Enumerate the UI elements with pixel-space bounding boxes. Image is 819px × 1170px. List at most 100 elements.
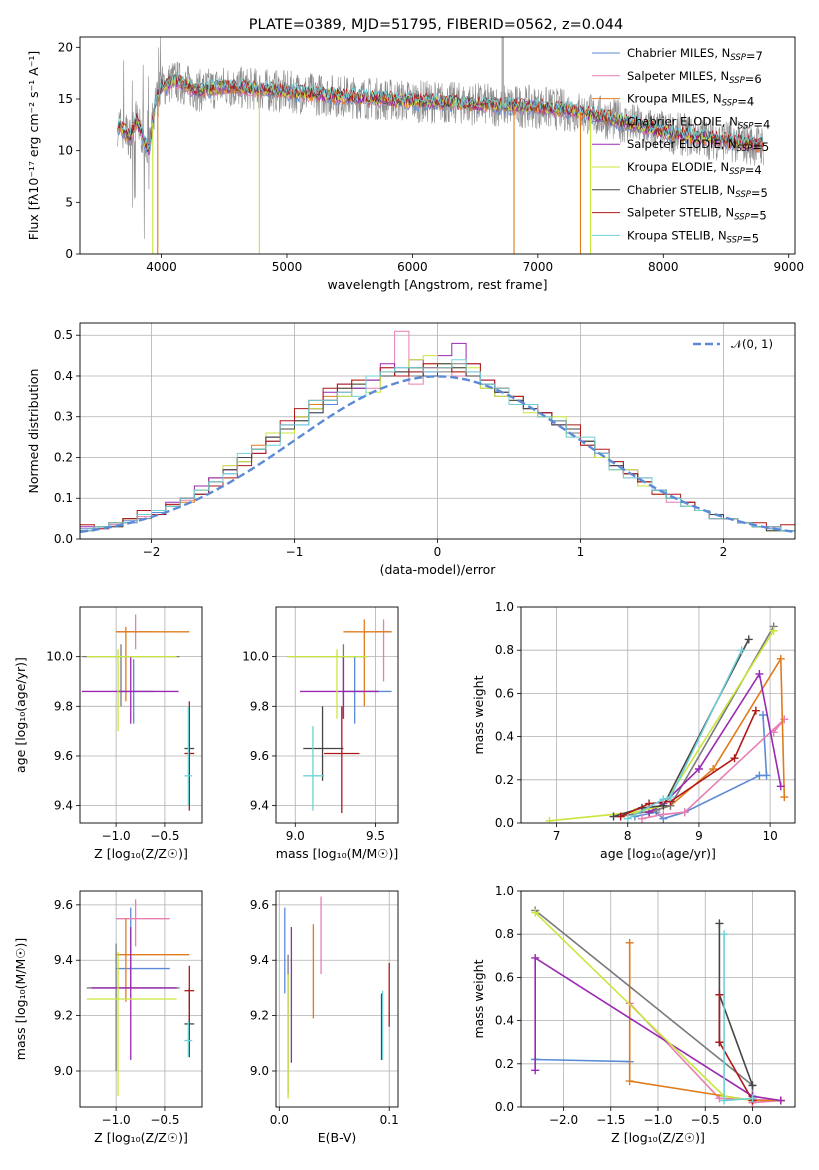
- spectrum-xlabel: wavelength [Angstrom, rest frame]: [327, 277, 547, 292]
- mass-weight-point-salpeter-stelib: [715, 1038, 724, 1047]
- mass-weight-line-kroupa-miles: [628, 942, 781, 1102]
- mass-vs-z-ytick-label-2: 9.4: [54, 953, 73, 967]
- mass-weight-point-chabrier-stelib: [748, 1081, 757, 1090]
- mass-weight-point-salpeter-elodie: [776, 1096, 785, 1105]
- mass-weight-vs-metallicity-panel: −2.0 −1.5 −1.0 −0.5 0.0 0.0 0.2 0.4 0.6 0.8 1.0 Z […: [471, 884, 796, 1145]
- mass-vs-z-frame: [79, 890, 203, 1108]
- mass-vs-ebv-frame: [275, 890, 399, 1108]
- mass-weight-point-chabrier-miles: [758, 711, 767, 719]
- mass-weight-point-salpeter-elodie: [694, 765, 703, 773]
- spectrum-xtick-label-5: 9000: [773, 260, 804, 274]
- age-vs-z-ytick-label-3: 10.0: [46, 650, 73, 664]
- mass-vs-ebv-ytick-label-3: 9.6: [250, 898, 269, 912]
- spectrum-frame: [79, 36, 796, 255]
- normal-distribution-curve: [80, 375, 795, 534]
- legend-label-kroupa-miles: Kroupa MILES, NSSP=4: [627, 92, 754, 109]
- legend-label-chabrier-stelib: Chabrier STELIB, NSSP=5: [627, 183, 768, 200]
- mass-weight-vs-z-xtick-label-4: 0.0: [743, 1113, 762, 1127]
- mass-vs-ebv-ytick-label-2: 9.4: [250, 953, 269, 967]
- mass-weight-point-kroupa-elodie: [545, 816, 554, 823]
- spectrum-ytick-label-4: 20: [58, 40, 73, 54]
- residuals-xtick-label-4: 2: [720, 545, 728, 559]
- age-vs-mass-xlabel: mass [log₁₀(M/M☉)]: [276, 846, 398, 861]
- spectrum-ytick-label-0: 0: [65, 247, 73, 261]
- mass-weight-vs-age-xtick-label-1: 8: [624, 829, 632, 843]
- age-vs-z-ytick-label-1: 9.6: [54, 749, 73, 763]
- mass-vs-metallicity-panel: −1.0 −0.5 9.0 9.2 9.4 9.6 Z [log₁₀(Z/Z☉)] mass …: [13, 890, 203, 1145]
- mass-weight-point-kroupa-stelib: [659, 795, 668, 804]
- clip-mass_weight_vs_Z-plot-area: [531, 906, 785, 1107]
- mass-vs-z-xtick-label-0: −1.0: [102, 1113, 131, 1127]
- residuals-ytick-label-0: 0.0: [54, 532, 73, 546]
- legend-label-kroupa-stelib: Kroupa STELIB, NSSP=5: [627, 228, 759, 245]
- legend-label-salpeter-miles: Salpeter MILES, NSSP=6: [627, 69, 762, 86]
- mass-weight-line-salpeter-elodie: [534, 956, 781, 1102]
- residuals-xlabel: (data-model)/error: [380, 562, 497, 577]
- residuals-ylabel: Normed distribution: [26, 369, 41, 494]
- mass-vs-z-ytick-label-3: 9.6: [54, 898, 73, 912]
- age-vs-z-ytick-label-2: 9.8: [54, 699, 73, 713]
- mass-weight-line-kroupa-elodie: [549, 630, 775, 822]
- clip-mass_vs_Z-plot-area: [86, 899, 195, 1096]
- mass-weight-vs-z-xtick-label-0: −2.0: [549, 1113, 578, 1127]
- mass-weight-point-kroupa-elodie: [769, 626, 778, 635]
- mass-weight-point-salpeter-stelib: [730, 754, 739, 763]
- mass-weight-vs-z-xtick-label-2: −1.0: [643, 1113, 672, 1127]
- mass-weight-vs-age-xtick-label-0: 7: [553, 829, 561, 843]
- legend-label-chabrier-elodie: Chabrier ELODIE, NSSP=4: [627, 114, 770, 131]
- spectrum-xtick-label-4: 8000: [648, 260, 679, 274]
- mass-weight-point-salpeter-stelib: [715, 990, 724, 999]
- age-vs-z-frame: [79, 606, 203, 824]
- mass-vs-ebv-xtick-label-0: 0.0: [270, 1113, 289, 1127]
- age-vs-mass-frame: [275, 606, 399, 824]
- legend-label-salpeter-elodie: Salpeter ELODIE, NSSP=5: [627, 137, 769, 154]
- mass-vs-z-xlabel: Z [log₁₀(Z/Z☉)]: [94, 1130, 188, 1145]
- mass-weight-point-salpeter-elodie: [776, 782, 785, 791]
- legend-label-normal: 𝒩(0, 1): [731, 337, 773, 351]
- mass-weight-vs-age-xlabel: age [log₁₀(age/yr)]: [600, 846, 716, 861]
- clip-mass_weight_vs_age-plot-area: [545, 622, 789, 823]
- mass-weight-vs-age-xtick-label-2: 9: [695, 829, 703, 843]
- mass-weight-point-salpeter-elodie: [531, 953, 540, 962]
- mass-vs-z-xtick-label-1: −0.5: [150, 1113, 179, 1127]
- mass-weight-vs-age-xtick-label-3: 10: [762, 829, 777, 843]
- age-vs-mass-ytick-label-2: 9.8: [250, 699, 269, 713]
- mass-vs-z-ytick-label-0: 9.0: [54, 1064, 73, 1078]
- age-vs-z-ylabel: age [log₁₀(age/yr)]: [13, 657, 28, 773]
- age-vs-mass-ytick-label-0: 9.4: [250, 799, 269, 813]
- legend-label-kroupa-elodie: Kroupa ELODIE, NSSP=4: [627, 160, 762, 177]
- mass-weight-vs-age-ytick-label-1: 0.2: [495, 773, 514, 787]
- mass-weight-vs-z-ytick-label-0: 0.0: [495, 1100, 514, 1114]
- residuals-xtick-label-1: −1: [286, 545, 304, 559]
- mass-vs-ebv-xlabel: E(B-V): [318, 1130, 357, 1145]
- age-vs-z-xtick-label-1: −0.5: [150, 829, 179, 843]
- mass-weight-point-chabrier-stelib: [715, 919, 724, 928]
- spectrum-xtick-label-1: 5000: [272, 260, 303, 274]
- mass-weight-point-chabrier-miles: [762, 771, 771, 780]
- residuals-xtick-label-0: −2: [143, 545, 161, 559]
- mass-weight-line-kroupa-stelib: [627, 649, 743, 820]
- mass-weight-vs-age-ytick-label-4: 0.8: [495, 643, 514, 657]
- mass-weight-vs-age-ytick-label-3: 0.6: [495, 686, 514, 700]
- mass-weight-point-chabrier-stelib: [609, 812, 618, 821]
- mass-weight-vs-age-panel: 7 8 9 10 0.0 0.2 0.4 0.6 0.8 1.0 age [log₁₀(age/yr…: [471, 600, 796, 861]
- mass-weight-vs-z-frame: [520, 890, 796, 1108]
- mass-weight-point-salpeter-elodie: [531, 1066, 540, 1075]
- clip-age_vs_mass-plot-area: [287, 619, 392, 814]
- spectrum-xtick-label-0: 4000: [146, 260, 177, 274]
- mass-weight-point-kroupa-miles: [625, 938, 634, 947]
- mass-vs-ebv-panel: 0.0 0.1 9.0 9.2 9.4 9.6 E(B-V): [250, 890, 399, 1145]
- mass-weight-vs-age-frame: [520, 606, 796, 824]
- age-vs-z-ytick-label-0: 9.4: [54, 799, 73, 813]
- mass-weight-vs-z-ytick-label-5: 1.0: [495, 884, 514, 898]
- mass-weight-vs-age-ylabel: mass weight: [471, 675, 486, 754]
- legend-label-salpeter-stelib: Salpeter STELIB, NSSP=5: [627, 206, 767, 223]
- age-vs-mass-panel: 9.0 9.5 9.4 9.6 9.8 10.0 mass [log₁₀(M/M☉)]: [242, 606, 399, 861]
- mass-weight-point-salpeter-miles: [680, 808, 689, 817]
- mass-weight-line-salpeter-elodie: [648, 671, 782, 813]
- mass-weight-point-salpeter-miles: [637, 814, 646, 823]
- residuals-xtick-label-3: 1: [577, 545, 585, 559]
- mass-weight-vs-z-ytick-label-2: 0.4: [495, 1014, 514, 1028]
- residuals-ytick-label-4: 0.4: [54, 369, 73, 383]
- age-vs-mass-ytick-label-3: 10.0: [242, 650, 269, 664]
